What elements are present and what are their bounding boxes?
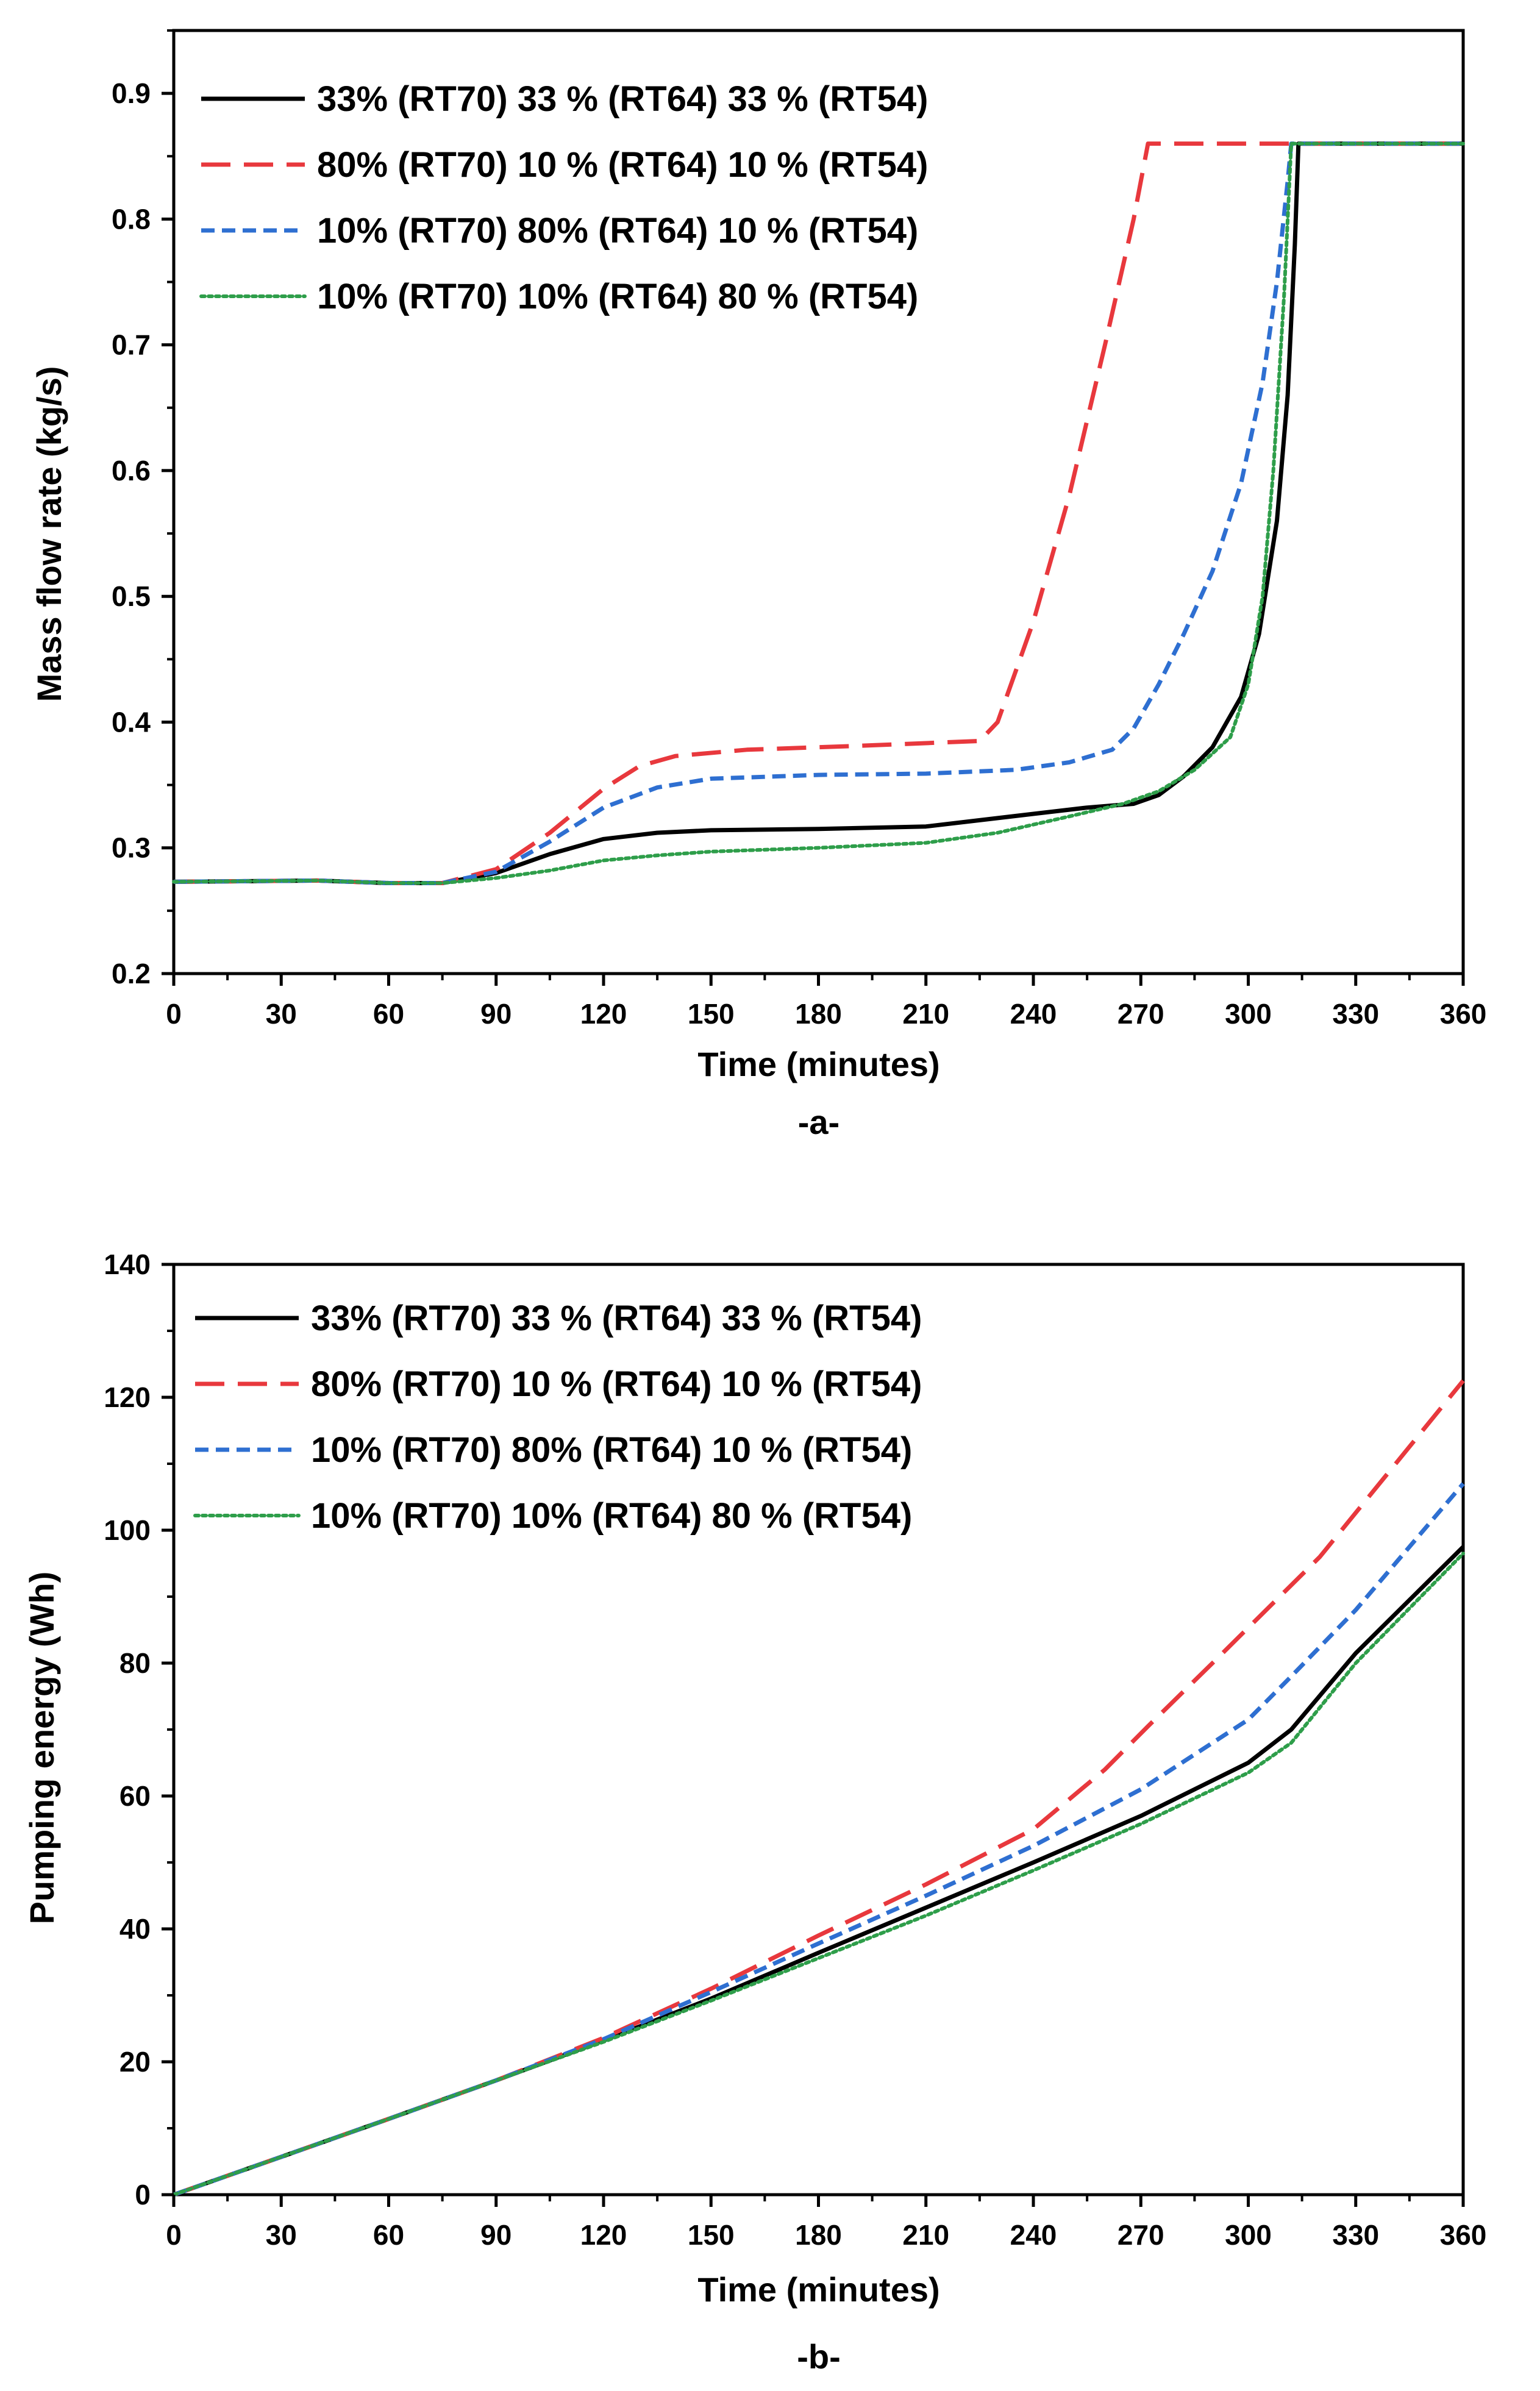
plot-area-a [172, 29, 1465, 975]
legend-label: 10% (RT70) 80% (RT64) 10 % (RT54) [317, 211, 918, 251]
y-tick-label-b: 120 [104, 1381, 151, 1413]
y-tick-label-a: 0.6 [112, 455, 151, 486]
x-tick-label-a: 270 [1118, 998, 1164, 1030]
legend-item-a-4: 10% (RT70) 10% (RT64) 80 % (RT54) [199, 277, 918, 316]
series-line-b-3 [173, 1482, 1465, 2197]
legend-item-b-3: 10% (RT70) 80% (RT64) 10 % (RT54) [195, 1430, 912, 1470]
y-tick-label-b: 140 [104, 1249, 151, 1280]
x-axis-label-b: Time (minutes) [697, 2270, 939, 2309]
y-axis-label-b: Pumping energy (Wh) [23, 1572, 61, 1925]
x-tick-label-a: 90 [480, 998, 512, 1030]
panel-label-b: -b- [797, 2337, 841, 2376]
series-layer-a [172, 141, 1465, 885]
legend-item-a-3: 10% (RT70) 80% (RT64) 10 % (RT54) [201, 211, 918, 251]
x-tick-label-b: 360 [1440, 2219, 1487, 2251]
legend-label: 10% (RT70) 10% (RT64) 80 % (RT54) [317, 277, 918, 316]
legend-item-b-2: 80% (RT70) 10 % (RT64) 10 % (RT54) [195, 1364, 922, 1404]
x-tick-label-a: 300 [1225, 998, 1272, 1030]
x-tick-label-a: 330 [1332, 998, 1379, 1030]
x-tick-label-b: 0 [166, 2219, 182, 2251]
plot-frame-b [172, 1263, 1465, 2197]
x-tick-label-b: 120 [580, 2219, 627, 2251]
y-tick-label-a: 0.8 [112, 203, 151, 235]
x-tick-label-a: 0 [166, 998, 182, 1030]
x-axis-label-a: Time (minutes) [697, 1045, 939, 1083]
x-tick-label-b: 300 [1225, 2219, 1272, 2251]
y-tick-label-b: 80 [119, 1647, 151, 1679]
chart-panel-a: 0 30 60 90 120 150 180 210 240 270 300 330 360 0.2 0.3… [30, 29, 1487, 1141]
x-tick-label-b: 270 [1118, 2219, 1164, 2251]
y-tick-label-a: 0.5 [112, 580, 151, 612]
legend-label: 80% (RT70) 10 % (RT64) 10 % (RT54) [311, 1364, 922, 1404]
x-tick-label-a: 180 [795, 998, 842, 1030]
x-tick-label-b: 180 [795, 2219, 842, 2251]
panel-label-a: -a- [798, 1103, 840, 1141]
x-tick-label-a: 30 [266, 998, 297, 1030]
axes-a: 0 30 60 90 120 150 180 210 240 270 300 330 360 0.2 0.3… [112, 29, 1487, 1030]
y-tick-label-a: 0.2 [112, 958, 151, 989]
legend-item-b-4: 10% (RT70) 10% (RT64) 80 % (RT54) [193, 1496, 912, 1536]
y-tick-label-b: 20 [119, 2046, 151, 2078]
legend-a: 33% (RT70) 33 % (RT64) 33 % (RT54) 80% (R… [199, 79, 928, 316]
x-tick-label-a: 60 [373, 998, 404, 1030]
x-tick-label-b: 240 [1010, 2219, 1057, 2251]
y-axis-label-a: Mass flow rate (kg/s) [30, 366, 68, 702]
x-tick-label-b: 30 [266, 2219, 297, 2251]
y-tick-label-b: 0 [135, 2179, 151, 2211]
legend-label: 33% (RT70) 33 % (RT64) 33 % (RT54) [317, 79, 928, 119]
series-line-a-4 [172, 141, 1465, 885]
axes-b: 0 30 60 90 120 150 180 210 240 270 300 330 360 0 20 40 6… [104, 1249, 1486, 2251]
legend-b: 33% (RT70) 33 % (RT64) 33 % (RT54) 80% (R… [193, 1299, 922, 1536]
x-tick-label-b: 330 [1332, 2219, 1379, 2251]
series-line-a-3 [173, 141, 1463, 885]
y-tick-label-a: 0.4 [112, 706, 151, 738]
y-tick-label-a: 0.7 [112, 329, 151, 361]
legend-item-a-1: 33% (RT70) 33 % (RT64) 33 % (RT54) [201, 79, 928, 119]
x-tick-label-a: 360 [1440, 998, 1487, 1030]
x-tick-label-b: 150 [688, 2219, 735, 2251]
legend-item-b-1: 33% (RT70) 33 % (RT64) 33 % (RT54) [195, 1299, 922, 1338]
x-tick-label-b: 90 [480, 2219, 512, 2251]
plot-frame-a [172, 29, 1465, 975]
x-tick-label-a: 150 [688, 998, 735, 1030]
x-tick-label-b: 210 [902, 2219, 949, 2251]
x-tick-label-a: 210 [902, 998, 949, 1030]
legend-item-a-2: 80% (RT70) 10 % (RT64) 10 % (RT54) [201, 145, 928, 185]
plot-area-b [172, 1263, 1465, 2197]
x-tick-label-b: 60 [373, 2219, 404, 2251]
y-tick-label-a: 0.3 [112, 832, 151, 864]
x-tick-label-a: 120 [580, 998, 627, 1030]
x-tick-label-a: 240 [1010, 998, 1057, 1030]
legend-label: 80% (RT70) 10 % (RT64) 10 % (RT54) [317, 145, 928, 185]
y-tick-label-a: 0.9 [112, 77, 151, 109]
series-layer-b [172, 1379, 1465, 2197]
legend-label: 10% (RT70) 80% (RT64) 10 % (RT54) [311, 1430, 912, 1470]
legend-label: 33% (RT70) 33 % (RT64) 33 % (RT54) [311, 1299, 922, 1338]
legend-label: 10% (RT70) 10% (RT64) 80 % (RT54) [311, 1496, 912, 1536]
y-tick-label-b: 60 [119, 1780, 151, 1812]
chart-panel-b: 0 30 60 90 120 150 180 210 240 270 300 330 360 0 20 40 6… [23, 1249, 1486, 2376]
y-tick-label-b: 40 [119, 1913, 151, 1945]
series-line-b-4 [172, 1552, 1465, 2197]
series-line-b-2 [173, 1379, 1465, 2197]
y-tick-label-b: 100 [104, 1514, 151, 1546]
